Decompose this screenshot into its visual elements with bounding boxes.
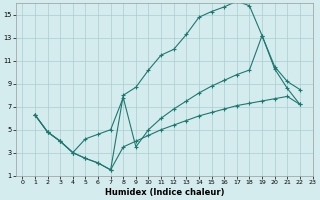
X-axis label: Humidex (Indice chaleur): Humidex (Indice chaleur) [105, 188, 224, 197]
